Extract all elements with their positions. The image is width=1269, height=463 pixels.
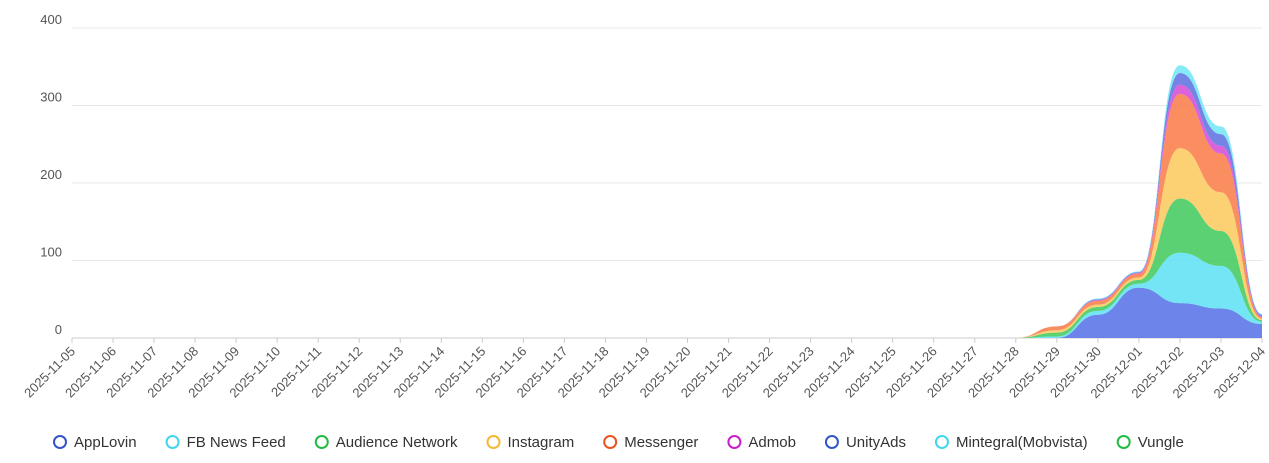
legend-marker: [603, 435, 618, 449]
area: [72, 84, 1262, 338]
legend-marker: [824, 435, 839, 449]
y-tick-label: 0: [55, 322, 62, 337]
legend-label: Admob: [748, 434, 796, 451]
legend-marker: [934, 435, 949, 449]
legend-label: Audience Network: [336, 434, 458, 451]
legend-marker: [53, 435, 67, 449]
area: [72, 72, 1262, 338]
legend-label: Mintegral(Mobvista): [956, 434, 1088, 451]
legend-item: AppLovin: [53, 434, 137, 451]
legend-label: AppLovin: [74, 434, 137, 451]
area: [72, 65, 1262, 338]
legend-item: Vungle: [1116, 434, 1184, 451]
legend-label: Messenger: [624, 434, 698, 451]
legend-label: Instagram: [508, 434, 575, 451]
legend-label: UnityAds: [846, 434, 906, 451]
legend-marker: [727, 435, 742, 449]
legend-item: Messenger: [603, 434, 698, 451]
legend-item: FB News Feed: [165, 434, 286, 451]
legend-marker: [486, 435, 501, 449]
area: [72, 65, 1262, 338]
legend-item: Audience Network: [314, 434, 458, 451]
legend-item: UnityAds: [824, 434, 906, 451]
area: [72, 287, 1262, 338]
legend-item: Instagram: [486, 434, 575, 451]
legend-item: Mintegral(Mobvista): [934, 434, 1088, 451]
y-tick-label: 100: [40, 245, 62, 260]
legend-marker: [314, 435, 329, 449]
legend-label: FB News Feed: [187, 434, 286, 451]
legend-item: Admob: [727, 434, 796, 451]
legend-label: Vungle: [1138, 434, 1184, 451]
legend-marker: [1116, 435, 1131, 449]
y-tick-label: 200: [40, 167, 62, 182]
y-tick-label: 400: [40, 12, 62, 27]
y-tick-label: 300: [40, 90, 62, 105]
area: [72, 93, 1262, 338]
legend-marker: [165, 435, 180, 449]
